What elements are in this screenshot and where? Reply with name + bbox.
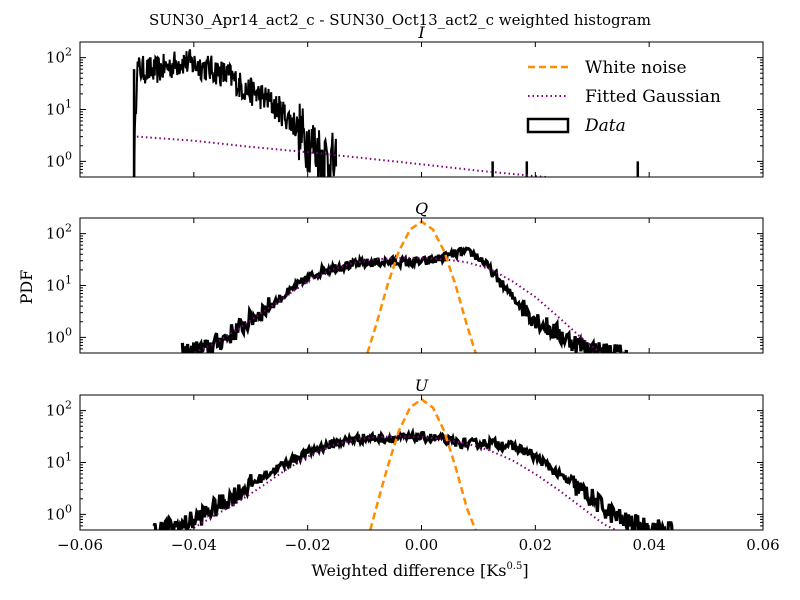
ytick-base: 10 — [46, 402, 65, 420]
ytick-label-0-1: 101 — [46, 98, 72, 119]
ytick-base: 10 — [46, 101, 65, 119]
ytick-base: 10 — [46, 152, 65, 170]
legend-swatch-data — [526, 117, 570, 134]
data-series-q — [180, 246, 628, 353]
legend: White noise Fitted Gaussian Data — [526, 58, 721, 136]
xtick-label-3: 0.00 — [405, 536, 438, 554]
plot-area-u — [152, 397, 674, 530]
ytick-exp: 1 — [65, 274, 72, 287]
legend-label-1: Fitted Gaussian — [585, 87, 721, 107]
ytick-exp: 2 — [65, 222, 72, 235]
ytick-label-2-1: 101 — [46, 451, 72, 472]
ytick-label-2-2: 100 — [46, 502, 72, 523]
panel-u: U−0.06 −0.04 −0.02 0.00 0.02 0.04 0.0610210110… — [46, 376, 780, 554]
xtick-label-2: −0.02 — [285, 536, 331, 554]
ytick-base: 10 — [46, 454, 65, 472]
ytick-exp: 0 — [65, 502, 72, 515]
data-series-i — [133, 49, 338, 177]
suptitle: SUN30_Apr14_act2_c - SUN30_Oct13_act2_c … — [149, 11, 651, 29]
xlabel-prefix: Weighted difference [Ks — [311, 561, 506, 580]
legend-label-0: White noise — [585, 58, 687, 78]
plot-area-i — [132, 49, 640, 177]
ytick-exp: 1 — [65, 451, 72, 464]
ytick-label-1-0: 102 — [46, 222, 72, 243]
xtick-label-0: −0.06 — [57, 536, 103, 554]
axes-frame-u — [79, 394, 764, 531]
legend-label-2: Data — [584, 116, 626, 136]
ytick-exp: 2 — [65, 46, 72, 59]
white-noise-u — [369, 397, 477, 530]
ytick-exp: 2 — [65, 399, 72, 412]
ytick-label-0-0: 102 — [46, 46, 72, 67]
xtick-label-1: −0.04 — [171, 536, 217, 554]
xtick-label-4: 0.02 — [519, 536, 552, 554]
ytick-label-1-2: 100 — [46, 325, 72, 346]
ylabel: PDF — [17, 270, 36, 305]
ytick-label-2-0: 102 — [46, 399, 72, 420]
panel-title-q: Q — [415, 199, 428, 218]
ytick-label-1-1: 101 — [46, 274, 72, 295]
fitted-gaussian-q — [191, 256, 603, 353]
panel-title-i: I — [417, 23, 425, 42]
fitted-gaussian-i — [136, 135, 547, 177]
plot-area-q — [180, 220, 628, 353]
data-series-u — [152, 427, 674, 530]
xtick-label-5: 0.04 — [632, 536, 665, 554]
ytick-base: 10 — [46, 505, 65, 523]
xlabel-sup: 0.5 — [506, 561, 522, 572]
ytick-base: 10 — [46, 49, 65, 67]
axes-frame-q — [79, 217, 764, 354]
ytick-exp: 0 — [65, 149, 72, 162]
xlabel-suffix: ] — [522, 561, 528, 580]
ytick-exp: 1 — [65, 98, 72, 111]
ytick-label-0-2: 100 — [46, 149, 72, 170]
panel-title-u: U — [415, 376, 429, 395]
xtick-label-6: 0.06 — [746, 536, 779, 554]
ytick-base: 10 — [46, 328, 65, 346]
white-noise-q — [366, 220, 477, 353]
ytick-base: 10 — [46, 225, 65, 243]
xlabel: Weighted difference [Ks0.5] — [311, 561, 528, 580]
ytick-exp: 0 — [65, 325, 72, 338]
ytick-base: 10 — [46, 277, 65, 295]
